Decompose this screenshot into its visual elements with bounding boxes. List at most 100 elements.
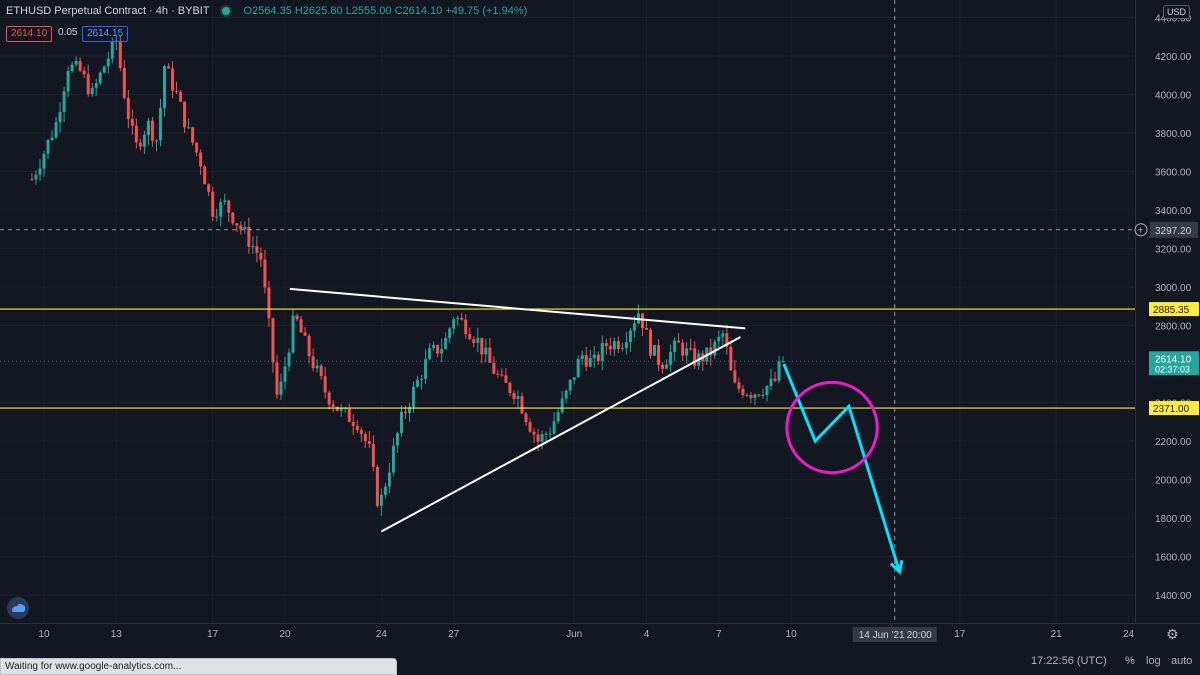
candle-body bbox=[339, 408, 343, 411]
candle-body bbox=[544, 433, 548, 435]
candle-body bbox=[203, 166, 207, 185]
candle-body bbox=[287, 352, 291, 367]
candle-body bbox=[291, 315, 295, 353]
candle-body bbox=[725, 333, 729, 347]
gear-icon[interactable]: ⚙ bbox=[1166, 626, 1179, 642]
candle-body bbox=[227, 200, 231, 213]
candle-body bbox=[492, 362, 496, 374]
candle-body bbox=[383, 486, 387, 495]
candle-body bbox=[745, 395, 749, 397]
candle-body bbox=[367, 441, 371, 444]
candle-body bbox=[733, 370, 737, 383]
tradingview-logo-icon[interactable] bbox=[7, 597, 29, 619]
candle-body bbox=[721, 333, 725, 337]
candle-body bbox=[235, 223, 239, 226]
candle-body bbox=[331, 404, 335, 407]
crosshair-price-label: 3297.20 bbox=[1155, 226, 1192, 237]
candle-body bbox=[564, 390, 568, 399]
candle-body bbox=[307, 335, 311, 357]
highlight-circle bbox=[785, 380, 879, 475]
plus-glyph: + bbox=[1138, 225, 1144, 236]
market-status-icon bbox=[222, 7, 231, 15]
candle-body bbox=[424, 359, 428, 379]
candle-body bbox=[231, 212, 235, 224]
candle-body bbox=[488, 347, 492, 363]
candle-body bbox=[777, 361, 781, 381]
candle-body bbox=[484, 347, 488, 355]
candle-body bbox=[628, 330, 632, 343]
log-scale-button[interactable]: log bbox=[1146, 655, 1161, 667]
candle-body bbox=[399, 411, 403, 434]
candle-body bbox=[472, 339, 476, 343]
candle-body bbox=[199, 152, 203, 167]
candle-body bbox=[524, 413, 528, 423]
candle-body bbox=[183, 101, 187, 128]
buy-quote[interactable]: 2614.15 bbox=[82, 26, 129, 42]
candle-body bbox=[480, 337, 484, 355]
last-price-value: 2614.10 bbox=[1155, 354, 1192, 365]
candle-body bbox=[548, 433, 552, 435]
horizontal-levels[interactable] bbox=[0, 308, 1135, 409]
candle-body bbox=[395, 433, 399, 446]
candle-body bbox=[408, 407, 412, 414]
candle-body bbox=[596, 354, 600, 361]
auto-scale-button[interactable]: auto bbox=[1171, 655, 1193, 667]
candle-body bbox=[460, 317, 464, 320]
sell-quote[interactable]: 2614.10 bbox=[6, 26, 53, 42]
candle-body bbox=[468, 334, 472, 340]
candle-body bbox=[576, 359, 580, 378]
candle-body bbox=[528, 422, 532, 432]
candle-body bbox=[761, 394, 765, 396]
candle-body bbox=[620, 347, 624, 349]
price-tick-label: 3600.00 bbox=[1155, 168, 1192, 179]
candle-body bbox=[122, 67, 126, 99]
candle-body bbox=[207, 184, 211, 192]
candle-body bbox=[54, 122, 58, 138]
utc-clock[interactable]: 17:22:56 (UTC) bbox=[1031, 655, 1107, 667]
candle-body bbox=[592, 354, 596, 358]
candle-body bbox=[452, 319, 456, 329]
last-price-tag bbox=[1149, 351, 1199, 376]
currency-button[interactable]: USD bbox=[1163, 5, 1191, 19]
price-tick-label: 3000.00 bbox=[1155, 283, 1192, 294]
candle-body bbox=[78, 61, 82, 71]
candle-body bbox=[126, 98, 130, 120]
candle-body bbox=[387, 472, 391, 487]
candle-body bbox=[62, 91, 66, 112]
time-tick-label: 10 bbox=[38, 629, 50, 640]
candle-body bbox=[612, 341, 616, 350]
candle-body bbox=[540, 434, 544, 442]
candle-body bbox=[645, 327, 648, 330]
symbol-title[interactable]: ETHUSD Perpetual Contract · 4h · BYBIT bbox=[6, 5, 210, 17]
candle-body bbox=[632, 323, 636, 331]
trendline bbox=[380, 336, 741, 533]
price-tick-label: 3400.00 bbox=[1155, 206, 1192, 217]
candle-body bbox=[175, 90, 179, 92]
candle-body bbox=[295, 315, 299, 320]
percent-scale-button[interactable]: % bbox=[1125, 655, 1135, 667]
time-tick-label: 4 bbox=[644, 629, 650, 640]
candle-body bbox=[347, 407, 351, 422]
time-tick-label: 27 bbox=[448, 629, 460, 640]
candle-body bbox=[420, 378, 424, 380]
candle-body bbox=[42, 153, 46, 169]
candle-body bbox=[247, 227, 251, 247]
candle-body bbox=[154, 140, 158, 142]
time-tick-label: 10 bbox=[786, 629, 798, 640]
candle-body bbox=[219, 202, 223, 217]
candle-body bbox=[335, 406, 339, 411]
candle-body bbox=[476, 337, 480, 343]
price-axis[interactable]: 1400.001600.001800.002000.002200.002400.… bbox=[1134, 0, 1200, 623]
time-tick-label: 20 bbox=[279, 629, 291, 640]
trendline bbox=[289, 287, 746, 330]
candle-body bbox=[580, 355, 584, 360]
candle-body bbox=[416, 379, 420, 387]
drawings[interactable] bbox=[289, 287, 904, 575]
grid bbox=[0, 0, 1135, 623]
candle-body bbox=[412, 386, 416, 408]
level-price-tag bbox=[1149, 401, 1199, 416]
candles bbox=[30, 36, 785, 517]
candle-body bbox=[90, 87, 94, 95]
candle-body bbox=[500, 374, 504, 376]
